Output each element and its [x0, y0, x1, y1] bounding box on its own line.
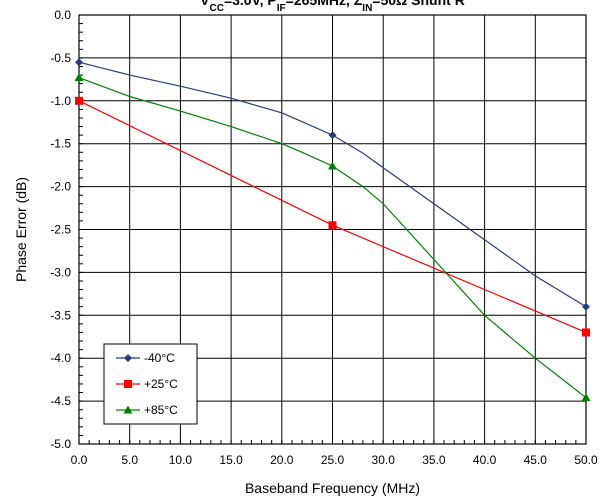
- data-point: [582, 302, 590, 311]
- data-point: [581, 393, 591, 402]
- plot-border: [78, 14, 587, 445]
- data-point: [328, 161, 337, 170]
- x-tick-label: 15.0: [219, 453, 243, 467]
- legend: -40°C +25°C +85°C: [103, 343, 198, 425]
- legend-item: +85°C: [116, 403, 178, 417]
- x-tick-label: 0.0: [71, 453, 88, 467]
- x-tick-label: 10.0: [169, 453, 193, 467]
- data-point: [75, 58, 83, 67]
- x-tick-label: 50.0: [574, 453, 598, 467]
- series-0: [75, 58, 590, 311]
- data-point: [74, 73, 84, 82]
- data-point: [582, 328, 590, 337]
- legend-item: -40°C: [116, 351, 175, 365]
- legend-label: +25°C: [144, 377, 178, 391]
- axes: [78, 14, 587, 445]
- y-tick-label: -0.5: [50, 51, 71, 65]
- y-tick-label: -3.5: [50, 308, 71, 322]
- y-tick-label: -1.0: [50, 94, 71, 108]
- y-tick-label: -5.0: [50, 437, 71, 451]
- y-axis-title: Phase Error (dB): [13, 177, 29, 282]
- x-tick-label: 40.0: [473, 453, 497, 467]
- y-tick-label: 0.0: [54, 8, 71, 22]
- legend-item: +25°C: [116, 377, 178, 391]
- data-point: [328, 131, 337, 140]
- series-1: [75, 96, 590, 337]
- y-tick-label: -4.5: [50, 394, 71, 408]
- data-point: [75, 96, 83, 105]
- x-tick-label: 45.0: [524, 453, 548, 467]
- legend-marker: [124, 380, 132, 388]
- x-tick-label: 20.0: [270, 453, 294, 467]
- x-axis-title: Baseband Frequency (MHz): [245, 480, 420, 496]
- x-tick-label: 35.0: [422, 453, 446, 467]
- series-line: [78, 61, 587, 308]
- series-2: [74, 73, 591, 402]
- legend-marker: [124, 354, 132, 362]
- y-tick-label: -3.0: [50, 265, 71, 279]
- legend-label: +85°C: [144, 403, 178, 417]
- data-point: [328, 221, 337, 230]
- x-tick-label: 25.0: [321, 453, 345, 467]
- x-tick-label: 5.0: [121, 453, 138, 467]
- labels: 0.0 5.0 10.0 15.0 20.0 25.0 30.0 35.0 40.0 45.0 50…: [50, 8, 598, 467]
- y-tick-label: -2.5: [50, 223, 71, 237]
- y-tick-label: -2.0: [50, 180, 71, 194]
- y-tick-label: -1.5: [50, 137, 71, 151]
- legend-label: -40°C: [144, 351, 175, 365]
- chart-title: VCC=3.0V, PIF=265MHz, ZIN=50Ω Shunt R: [200, 0, 465, 14]
- legend-marker: [123, 405, 133, 414]
- x-tick-label: 30.0: [372, 453, 396, 467]
- y-tick-label: -4.0: [50, 351, 71, 365]
- series-layer: [74, 58, 591, 402]
